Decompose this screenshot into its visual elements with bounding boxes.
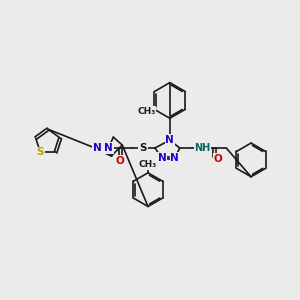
Text: N: N [104,143,113,153]
Text: N: N [165,135,174,145]
Text: S: S [139,143,147,153]
Text: CH₃: CH₃ [139,160,157,169]
Text: O: O [214,154,223,164]
Text: O: O [116,156,125,166]
Text: N: N [170,153,179,163]
Text: NH: NH [194,143,211,153]
Text: CH₃: CH₃ [137,107,156,116]
Text: S: S [37,148,44,158]
Text: N: N [158,153,166,163]
Text: N: N [93,143,102,153]
